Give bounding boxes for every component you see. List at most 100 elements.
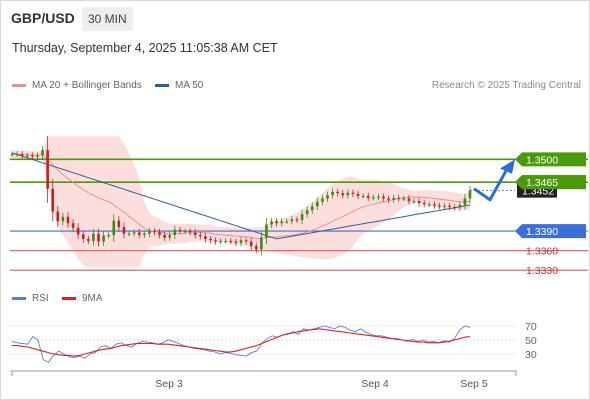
candle-body <box>336 191 339 194</box>
candle-body <box>102 235 105 242</box>
copyright-text: Research © 2025 Trading Central <box>431 80 581 91</box>
candle-body <box>346 192 350 196</box>
forecast-arrow <box>473 166 510 202</box>
candle-body <box>331 191 334 196</box>
candle-body <box>244 240 248 242</box>
level-label-top-1.3465: 1.3465 <box>526 177 558 189</box>
candle-body <box>209 238 212 241</box>
candle-body <box>137 232 141 235</box>
candle-body <box>326 195 329 199</box>
candle-body <box>468 190 472 199</box>
bollinger-band <box>12 136 470 267</box>
timeframe-button[interactable]: 30 MIN <box>82 7 133 31</box>
candle-body <box>310 206 314 211</box>
rsi-tick-label: 70 <box>525 321 537 333</box>
level-tag-top-1.3465 <box>515 175 586 190</box>
rsi-swatch <box>12 297 26 300</box>
candle-body <box>204 236 207 239</box>
x-tick-label: Sep 3 <box>155 378 183 390</box>
candle-body <box>433 204 436 206</box>
candle-body <box>198 235 202 237</box>
candle-body <box>132 232 136 234</box>
candle-body <box>36 155 39 157</box>
level-label-1.3500: 1.3500 <box>526 154 558 166</box>
candle-body <box>97 233 100 242</box>
rsi-line <box>11 325 471 363</box>
candle-body <box>412 201 416 203</box>
ma9-swatch <box>62 297 76 300</box>
candle-body <box>193 232 197 235</box>
candle-body <box>81 234 85 239</box>
candle-body <box>122 227 126 234</box>
candle-body <box>422 203 426 205</box>
candle-body <box>71 223 75 228</box>
legend-ma50: MA 50 <box>155 80 203 91</box>
candle-body <box>219 240 222 243</box>
candle-body <box>87 238 90 241</box>
candle-body <box>254 246 258 250</box>
candle-body <box>260 237 263 250</box>
legend-rsi-label: RSI <box>32 293 49 304</box>
candle-body <box>448 205 451 207</box>
candle-body <box>285 221 289 223</box>
x-tick-label: Sep 5 <box>460 378 488 390</box>
header: GBP/USD 30 MIN <box>0 0 590 36</box>
candle-body <box>463 198 467 205</box>
candle-body <box>214 240 217 242</box>
symbol-title: GBP/USD <box>11 10 75 26</box>
candle-body <box>229 240 233 243</box>
ma50-swatch <box>155 84 169 87</box>
candle-body <box>183 231 187 233</box>
candle-body <box>173 229 177 235</box>
candle-body <box>453 206 457 209</box>
candle-body <box>234 241 238 243</box>
candle-body <box>15 154 19 156</box>
candle-body <box>316 201 319 207</box>
candle-body <box>366 195 370 198</box>
rsi-tick-label: 50 <box>525 335 537 347</box>
candle-body <box>427 204 431 206</box>
candle-body <box>438 205 441 207</box>
level-label-1.3390: 1.3390 <box>526 226 558 238</box>
candle-body <box>148 231 151 234</box>
datetime-label: Thursday, September 4, 2025 11:05:38 AM … <box>12 41 278 55</box>
candle-body <box>351 192 355 194</box>
candle-body <box>356 193 360 196</box>
candle-body <box>20 154 24 156</box>
candle-body <box>377 196 380 198</box>
candle-body <box>127 233 131 235</box>
candle-body <box>61 216 65 222</box>
legend-ma20-label: MA 20 + Bollinger Bands <box>32 80 142 91</box>
candle-body <box>66 216 70 224</box>
candle-body <box>143 233 146 235</box>
candle-body <box>305 210 309 215</box>
legend-9ma: 9MA <box>62 293 103 304</box>
candle-body <box>249 241 253 247</box>
candle-body <box>397 197 401 200</box>
candle-body <box>31 155 34 157</box>
candle-body <box>443 205 446 207</box>
level-tag-1.3390 <box>515 224 586 239</box>
candle-body <box>270 221 273 225</box>
candle-body <box>46 150 49 189</box>
level-label-1.3330: 1.3330 <box>526 265 558 277</box>
legend-ma20: MA 20 + Bollinger Bands <box>12 80 142 91</box>
candle-body <box>407 198 411 202</box>
candle-body <box>158 232 161 235</box>
candle-body <box>10 154 14 156</box>
candle-body <box>341 193 345 196</box>
candle-body <box>372 197 375 199</box>
candle-body <box>387 198 390 200</box>
candle-body <box>117 220 121 228</box>
candle-body <box>275 221 278 224</box>
candle-body <box>361 195 365 198</box>
candle-body <box>382 196 385 199</box>
legend-ma50-label: MA 50 <box>175 80 204 91</box>
candle-body <box>41 150 44 156</box>
candle-body <box>56 211 60 222</box>
candle-body <box>168 235 172 238</box>
candle-body <box>458 205 462 208</box>
candle-body <box>280 221 284 224</box>
candle-body <box>402 198 406 200</box>
